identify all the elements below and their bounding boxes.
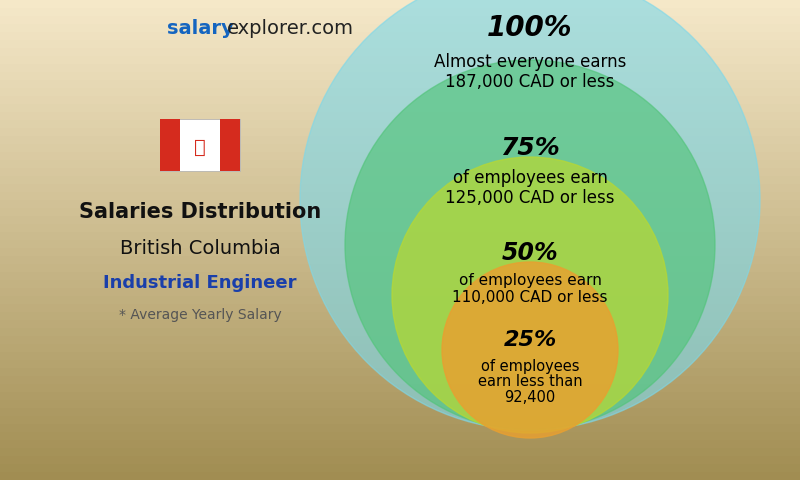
Text: of employees: of employees	[481, 359, 579, 373]
Bar	[0, 64, 800, 72]
Bar	[0, 136, 800, 144]
Text: earn less than: earn less than	[478, 374, 582, 389]
Bar	[0, 128, 800, 136]
Bar	[0, 400, 800, 408]
Text: of employees earn: of employees earn	[453, 169, 607, 187]
Text: 100%: 100%	[487, 14, 573, 42]
Bar	[0, 72, 800, 80]
Bar	[0, 440, 800, 448]
Text: salary: salary	[166, 19, 234, 37]
Bar	[0, 368, 800, 376]
Bar	[0, 328, 800, 336]
Bar	[0, 200, 800, 208]
Bar	[0, 88, 800, 96]
Bar	[0, 168, 800, 176]
Bar	[0, 472, 800, 480]
Bar	[0, 280, 800, 288]
Bar	[0, 80, 800, 88]
Bar	[0, 352, 800, 360]
Bar	[0, 304, 800, 312]
Bar	[160, 119, 240, 171]
Bar	[0, 224, 800, 232]
Circle shape	[345, 60, 715, 430]
Bar	[0, 160, 800, 168]
Bar	[0, 184, 800, 192]
Bar	[0, 104, 800, 112]
Bar	[0, 248, 800, 256]
Text: * Average Yearly Salary: * Average Yearly Salary	[118, 308, 282, 322]
Text: of employees earn: of employees earn	[458, 273, 602, 288]
Bar	[0, 24, 800, 32]
Text: Almost everyone earns: Almost everyone earns	[434, 53, 626, 71]
Bar	[0, 360, 800, 368]
Bar	[0, 216, 800, 224]
Bar	[0, 448, 800, 456]
Text: Salaries Distribution: Salaries Distribution	[79, 202, 321, 222]
Bar	[0, 176, 800, 184]
Bar	[0, 296, 800, 304]
Bar	[0, 8, 800, 16]
Bar	[0, 344, 800, 352]
Bar	[0, 408, 800, 416]
Bar	[0, 272, 800, 280]
Text: explorer.com: explorer.com	[226, 19, 354, 37]
Circle shape	[300, 0, 760, 430]
Bar	[0, 16, 800, 24]
Bar	[0, 424, 800, 432]
Circle shape	[442, 262, 618, 438]
Text: 92,400: 92,400	[504, 391, 556, 406]
Bar	[0, 432, 800, 440]
Bar	[0, 264, 800, 272]
Bar	[0, 32, 800, 40]
Bar	[0, 376, 800, 384]
Text: 50%: 50%	[502, 241, 558, 265]
Text: British Columbia: British Columbia	[120, 239, 280, 257]
Bar	[220, 119, 240, 171]
Bar	[0, 0, 800, 8]
Bar	[0, 152, 800, 160]
Bar	[0, 240, 800, 248]
Bar	[0, 48, 800, 56]
Bar	[0, 288, 800, 296]
Text: 🍁: 🍁	[194, 137, 206, 156]
Bar	[160, 119, 180, 171]
Text: 110,000 CAD or less: 110,000 CAD or less	[452, 290, 608, 305]
Bar	[0, 416, 800, 424]
Bar	[0, 40, 800, 48]
Bar	[0, 192, 800, 200]
Bar	[0, 336, 800, 344]
Bar	[0, 320, 800, 328]
Bar	[0, 56, 800, 64]
Bar	[0, 144, 800, 152]
Bar	[0, 456, 800, 464]
Bar	[0, 96, 800, 104]
Bar	[0, 392, 800, 400]
Text: 125,000 CAD or less: 125,000 CAD or less	[446, 189, 614, 207]
Text: Industrial Engineer: Industrial Engineer	[103, 274, 297, 292]
Bar	[0, 120, 800, 128]
Text: 75%: 75%	[500, 136, 560, 160]
Bar	[0, 256, 800, 264]
Bar	[0, 232, 800, 240]
Text: 187,000 CAD or less: 187,000 CAD or less	[446, 73, 614, 91]
Bar	[0, 112, 800, 120]
Bar	[0, 208, 800, 216]
Text: 25%: 25%	[503, 330, 557, 350]
Circle shape	[392, 157, 668, 433]
Bar	[0, 384, 800, 392]
Bar	[0, 464, 800, 472]
Bar	[0, 312, 800, 320]
